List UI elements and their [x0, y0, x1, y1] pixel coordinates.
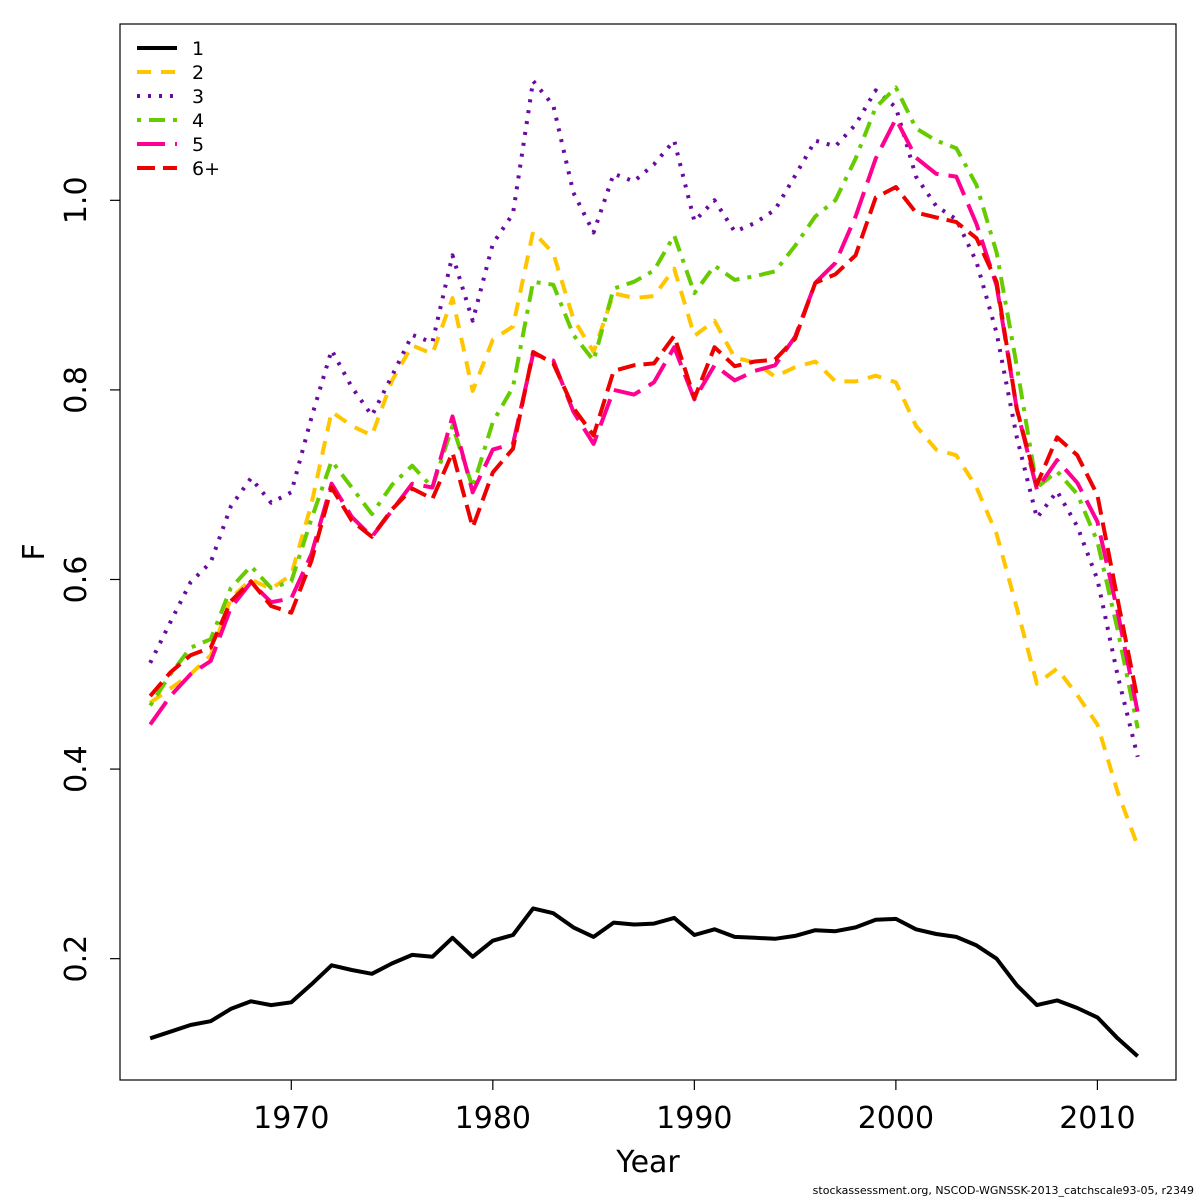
y-tick-label: 0.2 — [59, 935, 94, 983]
series-line-4 — [148, 85, 1140, 729]
y-tick-label: 0.6 — [59, 556, 94, 604]
legend-label: 1 — [192, 38, 204, 60]
x-tick-label: 1990 — [656, 1101, 732, 1136]
footer-credit: stockassessment.org, NSCOD-WGNSSK-2013_c… — [812, 1184, 1194, 1197]
legend-label: 6+ — [192, 158, 220, 180]
series-lines — [148, 78, 1140, 1058]
y-axis: 0.2 0.4 0.6 0.8 1.0 — [59, 176, 120, 983]
x-axis-title: Year — [615, 1145, 680, 1180]
y-tick-label: 0.4 — [59, 745, 94, 793]
legend-label: 2 — [192, 62, 204, 84]
x-axis: 1970 1980 1990 2000 2010 — [253, 1080, 1136, 1136]
legend-label: 4 — [192, 110, 204, 132]
plot-frame — [119, 23, 1177, 1081]
series-line-3 — [148, 78, 1140, 758]
series-line-2 — [149, 229, 1140, 847]
series-line-1 — [149, 906, 1140, 1058]
series-line-6plus — [148, 185, 1140, 701]
y-tick-label: 0.8 — [59, 366, 94, 414]
legend-label: 5 — [192, 134, 204, 156]
series-line-5 — [148, 116, 1140, 726]
x-tick-label: 1980 — [455, 1101, 531, 1136]
x-tick-label: 1970 — [253, 1101, 329, 1136]
x-tick-label: 2000 — [858, 1101, 934, 1136]
legend-label: 3 — [192, 86, 204, 108]
x-tick-label: 2010 — [1059, 1101, 1135, 1136]
y-axis-title: F — [17, 543, 52, 560]
y-tick-label: 1.0 — [59, 176, 94, 224]
